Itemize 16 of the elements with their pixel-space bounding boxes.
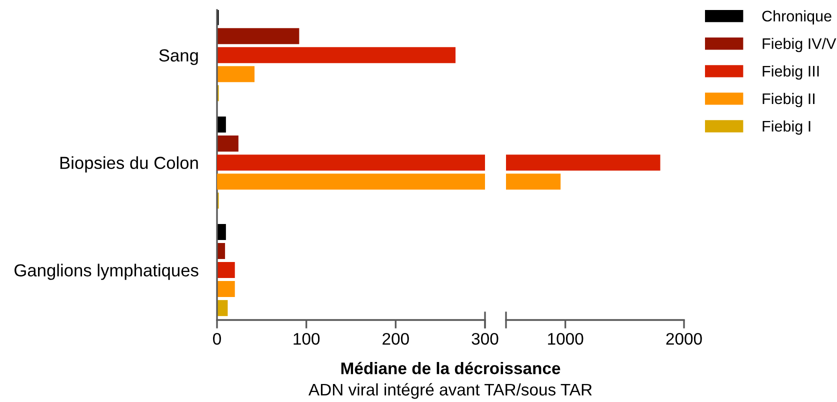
x-tick-label: 1000 bbox=[548, 332, 584, 345]
legend-label: Fiebig III bbox=[762, 65, 819, 80]
x-axis-title: Médiane de la décroissance bbox=[341, 362, 560, 374]
x-tick-label: 200 bbox=[382, 332, 409, 345]
text: ADN viral intégré avant TAR/sous TAR bbox=[308, 383, 592, 399]
legend-label: Fiebig IV/V bbox=[762, 38, 836, 52]
legend-label: Fiebig II bbox=[762, 92, 814, 108]
legend-label: Fiebig I bbox=[762, 120, 810, 135]
y-tick-label: Ganglions lymphatiques bbox=[14, 264, 198, 280]
y-tick-label: Biopsies du Colon bbox=[60, 156, 198, 172]
x-tick-label: 300 bbox=[472, 332, 498, 345]
x-tick-label: 100 bbox=[294, 332, 320, 345]
x-tick-label: 0 bbox=[213, 332, 221, 345]
x-tick-label: 2000 bbox=[666, 332, 702, 345]
legend-label: Chronique bbox=[762, 10, 832, 25]
y-tick-label: Sang bbox=[159, 49, 198, 66]
